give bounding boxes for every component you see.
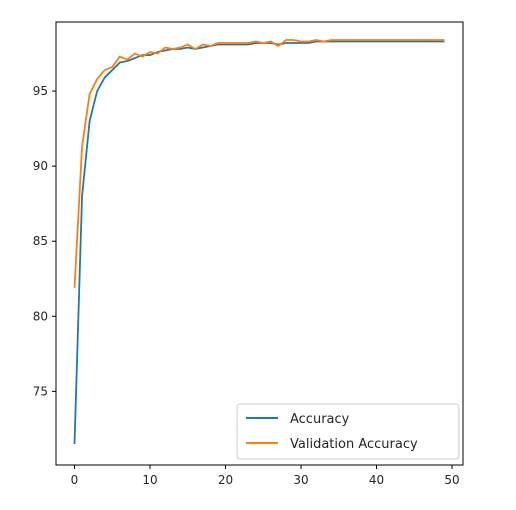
legend-box — [236, 403, 460, 460]
x-tick-label: 30 — [293, 473, 308, 487]
x-tick-label: 10 — [142, 473, 157, 487]
legend: Accuracy Validation Accuracy — [236, 403, 460, 460]
series-layer — [73, 39, 445, 445]
legend-label-validation-accuracy: Validation Accuracy — [290, 437, 418, 452]
x-axis: 0 10 20 30 40 50 — [71, 465, 460, 487]
x-tick-label: 0 — [71, 473, 79, 487]
y-tick-label: 90 — [33, 159, 48, 173]
x-tick-label: 50 — [444, 473, 459, 487]
series-line-accuracy — [73, 40, 445, 445]
y-tick-label: 75 — [33, 384, 48, 398]
legend-label-accuracy: Accuracy — [290, 412, 350, 427]
x-tick-label: 40 — [369, 473, 384, 487]
y-axis: 75 80 85 90 95 — [33, 84, 56, 398]
y-tick-label: 85 — [33, 234, 48, 248]
y-tick-label: 95 — [33, 84, 48, 98]
series-line-validation-accuracy — [73, 39, 445, 288]
plot-area — [55, 21, 464, 466]
x-tick-label: 20 — [218, 473, 233, 487]
y-tick-label: 80 — [33, 309, 48, 323]
